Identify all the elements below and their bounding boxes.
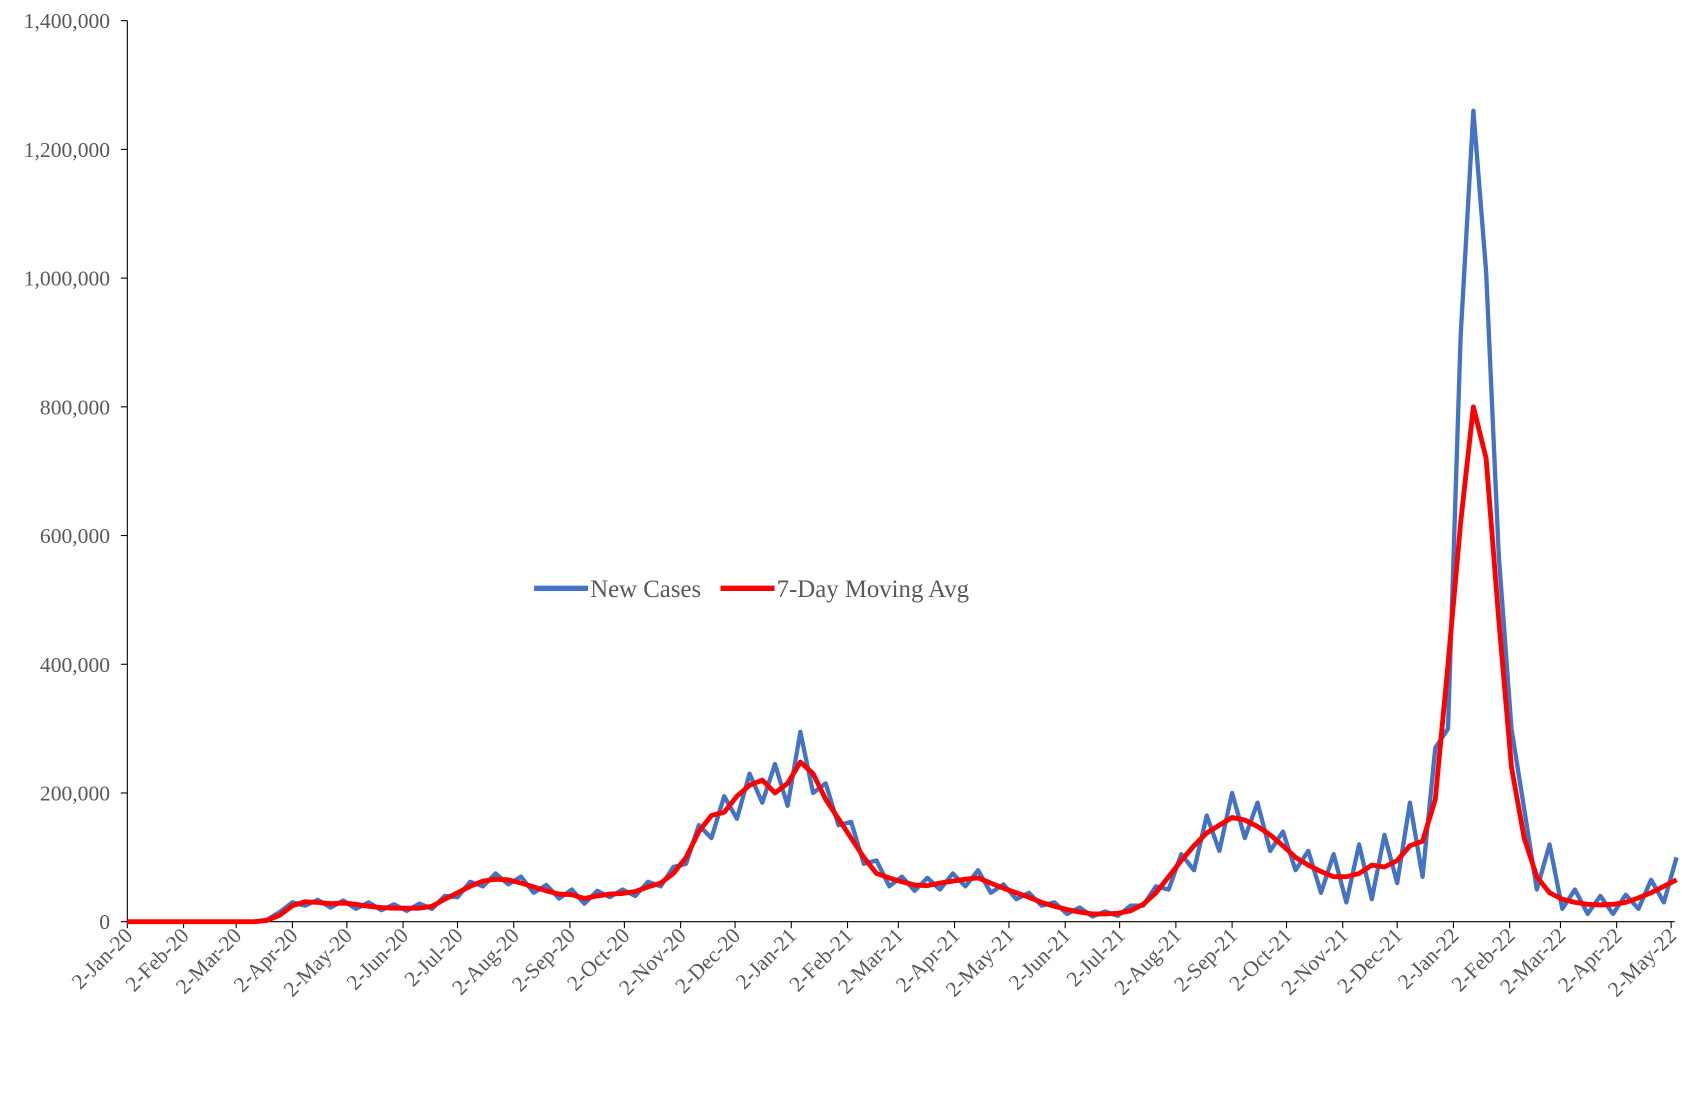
y-tick-label: 1,200,000 [24,138,110,162]
x-tick-label: 2-Jun-20 [342,923,413,994]
y-tick-label: 0 [99,910,110,934]
y-tick-label: 1,400,000 [24,9,110,33]
x-tick-label: 2-Jun-21 [1004,923,1075,994]
legend: New Cases 7-Day Moving Avg [534,576,969,603]
y-tick-label: 200,000 [40,782,110,806]
series-line [127,404,1678,925]
y-tick-label: 400,000 [40,653,110,677]
legend-label: 7-Day Moving Avg [777,576,969,603]
legend-label: New Cases [590,576,701,603]
series-line [127,108,1679,924]
y-tick-label: 600,000 [40,524,110,548]
y-tick-label: 800,000 [40,395,110,419]
y-tick-label: 1,000,000 [24,267,110,291]
